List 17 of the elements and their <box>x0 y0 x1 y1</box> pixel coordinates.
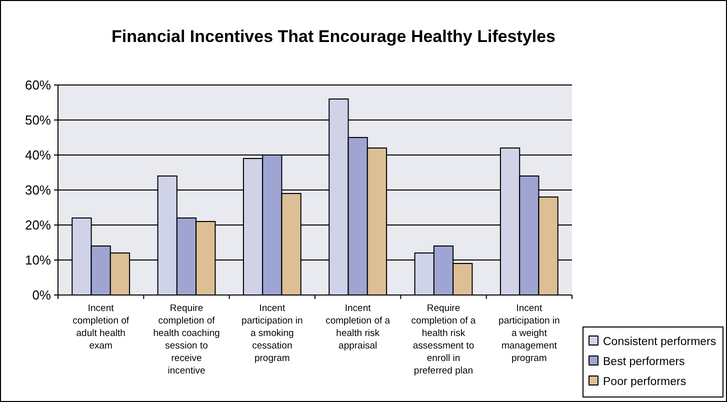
y-tick-label: 0% <box>32 288 52 303</box>
x-tick-label: Incent participation in a weight management program <box>498 303 560 364</box>
y-tick-label: 30% <box>24 182 52 198</box>
y-tick-label: 60% <box>24 78 52 93</box>
y-tick-label: 50% <box>24 112 52 128</box>
legend-label: Poor performers <box>603 376 686 388</box>
legend-label: Best performers <box>603 356 686 368</box>
x-tick-label: Incent participation in a smoking cessation program <box>242 303 303 364</box>
y-tick-label: 10% <box>24 252 52 268</box>
x-tick-label: Require completion of health coaching session to receive incentive <box>153 303 220 376</box>
legend-label: Consistent performers <box>603 336 716 348</box>
y-tick-label: 40% <box>24 148 52 163</box>
x-tick-label: Incent completion of a health risk appraisal <box>326 303 391 352</box>
y-tick-label: 20% <box>24 218 52 233</box>
x-tick-label: Incent completion of adult health exam <box>72 303 130 352</box>
x-tick-label: Require completion of a health risk assessment to enroll in preferred plan <box>411 303 476 376</box>
chart-title: Financial Incentives That Encourage Healthy Lifestyles <box>111 27 556 46</box>
